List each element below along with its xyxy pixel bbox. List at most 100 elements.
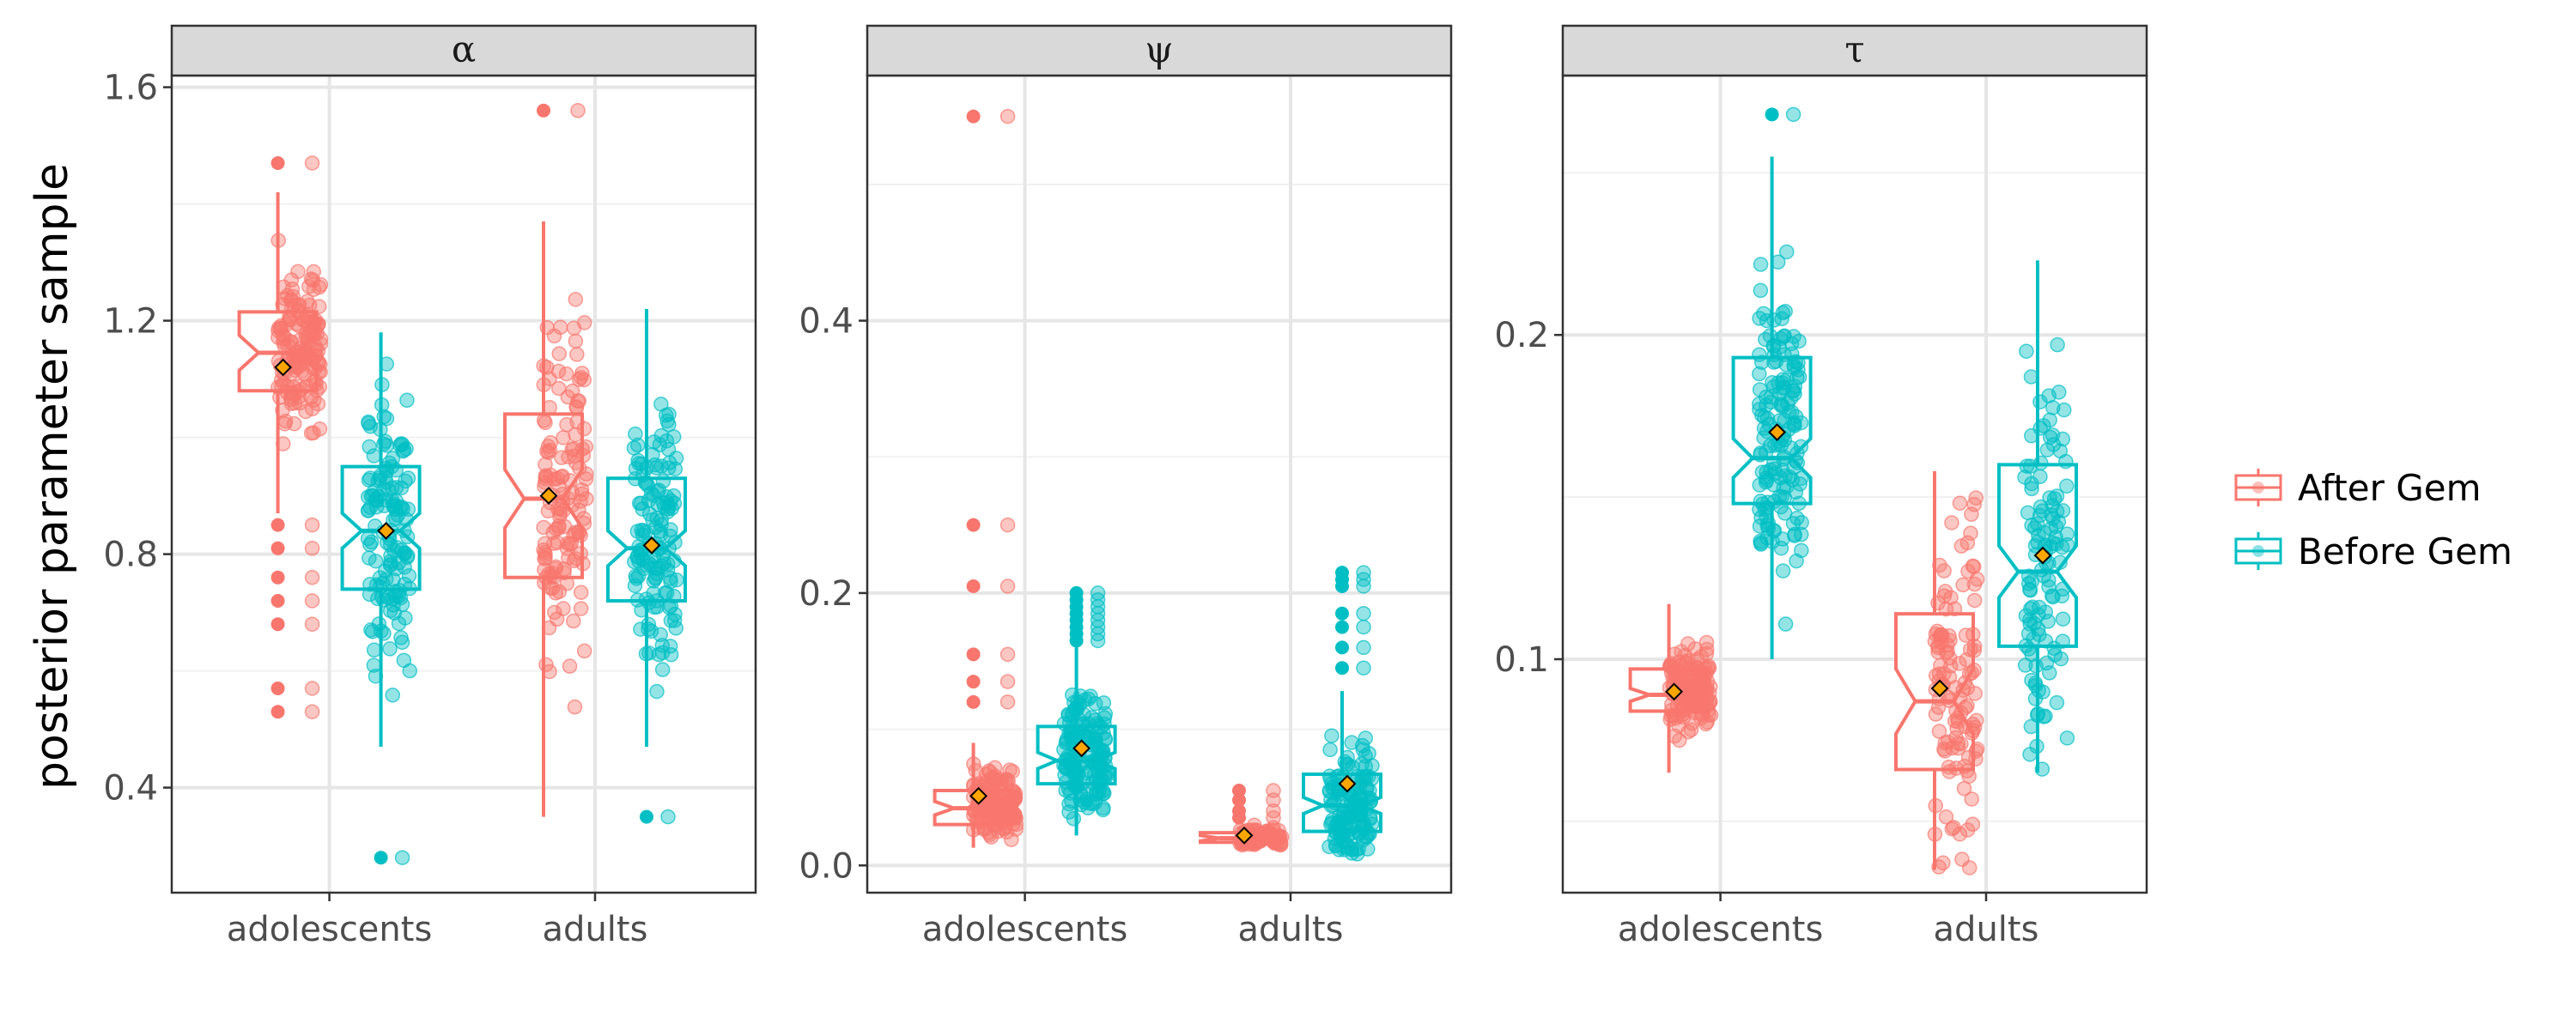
jitter-point — [573, 370, 589, 385]
jitter-point — [1352, 797, 1369, 813]
jitter-point — [1073, 797, 1090, 813]
jitter-point — [1007, 789, 1024, 805]
outlier-point — [1335, 661, 1349, 676]
jitter-point — [630, 437, 646, 453]
jitter-point — [2026, 631, 2041, 646]
jitter-point — [1097, 710, 1113, 726]
jitter-point — [398, 473, 413, 489]
jitter-point — [1324, 728, 1340, 743]
facet-panel-3: τ 0.1 0.2 adolescents adults — [1494, 24, 2148, 949]
jitter-point — [385, 591, 400, 607]
jitter-point — [1752, 347, 1767, 362]
outlier-point — [270, 541, 285, 555]
jitter-point — [547, 604, 562, 621]
jitter-point — [1058, 760, 1073, 776]
jitter-point — [373, 421, 388, 438]
y-tick-label: 1.6 — [103, 69, 158, 108]
jitter-point — [2024, 481, 2039, 497]
jitter-point — [1344, 735, 1359, 750]
x-tick-label: adults — [543, 910, 648, 949]
jitter-point — [538, 657, 554, 673]
jitter-point — [2053, 651, 2069, 667]
jitter-point — [648, 460, 665, 476]
box-group — [1302, 565, 1382, 862]
jitter-point — [399, 529, 416, 545]
jitter-point — [659, 562, 676, 578]
jitter-point — [542, 400, 557, 415]
jitter-point — [301, 279, 317, 294]
jitter-point — [1752, 311, 1767, 326]
jitter-point — [1081, 750, 1097, 766]
jitter-point — [1930, 595, 1946, 611]
jitter-point — [2041, 665, 2057, 681]
jitter-point — [556, 430, 571, 445]
jitter-point — [659, 489, 675, 505]
jitter-point — [1761, 416, 1777, 432]
jitter-point — [366, 448, 382, 464]
jitter-point — [1791, 495, 1807, 512]
jitter-point — [1944, 515, 1959, 530]
jitter-point — [1777, 616, 1794, 632]
y-tick-label: 0.2 — [1494, 316, 1549, 355]
jitter-point — [2049, 488, 2065, 504]
jitter-point — [2059, 536, 2075, 553]
jitter-point — [2043, 521, 2059, 536]
jitter-point — [660, 501, 676, 517]
jitter-point — [1752, 477, 1767, 493]
jitter-point — [1966, 592, 1983, 609]
jitter-point — [1322, 742, 1338, 758]
jitter-point — [311, 364, 327, 379]
jitter-point — [1683, 722, 1699, 737]
jitter-point — [1323, 792, 1339, 808]
jitter-point — [1758, 445, 1774, 460]
mean-marker — [377, 521, 396, 540]
jitter-point — [550, 535, 565, 551]
jitter-point — [663, 598, 679, 614]
jitter-point — [552, 319, 568, 336]
jitter-point — [283, 391, 299, 408]
jitter-point — [1340, 757, 1356, 772]
jitter-point — [1340, 827, 1356, 843]
facet-strip-label: ψ — [1145, 28, 1174, 70]
outlier-point — [1232, 803, 1246, 818]
jitter-point — [559, 416, 574, 433]
jitter-point — [663, 646, 679, 663]
outlier-point — [1335, 566, 1349, 580]
x-tick-label: adolescents — [922, 910, 1127, 949]
jitter-point — [1964, 665, 1980, 681]
jitter-point — [1752, 501, 1767, 518]
jitter-point — [1692, 674, 1709, 690]
jitter-point — [1091, 746, 1107, 762]
jitter-point — [366, 642, 382, 658]
jitter-point — [1753, 535, 1769, 551]
outlier-point — [270, 594, 285, 608]
jitter-point — [288, 347, 304, 363]
jitter-point — [2024, 476, 2039, 492]
jitter-point — [638, 645, 654, 662]
jitter-point — [568, 292, 584, 307]
outlier-point — [966, 518, 981, 532]
jitter-point — [1964, 791, 1979, 807]
jitter-point — [401, 568, 417, 584]
jitter-point — [1771, 254, 1786, 270]
jitter-point — [562, 658, 578, 674]
jitter-point — [362, 536, 378, 553]
jitter-point — [568, 551, 584, 566]
jitter-point — [1272, 829, 1288, 845]
jitter-point — [379, 438, 395, 453]
jitter-point — [304, 704, 320, 719]
jitter-point — [567, 448, 582, 464]
jitter-point — [999, 674, 1016, 689]
jitter-point — [362, 470, 378, 486]
legend-key-point — [2252, 482, 2264, 494]
jitter-point — [396, 652, 412, 669]
jitter-point — [1954, 851, 1970, 867]
jitter-point — [1765, 338, 1782, 354]
jitter-point — [383, 557, 398, 573]
jitter-point — [291, 297, 307, 312]
jitter-point — [273, 320, 289, 336]
jitter-point — [970, 820, 986, 835]
y-tick-label: 0.4 — [103, 769, 158, 809]
jitter-point — [1087, 731, 1103, 748]
jitter-point — [1952, 826, 1968, 842]
